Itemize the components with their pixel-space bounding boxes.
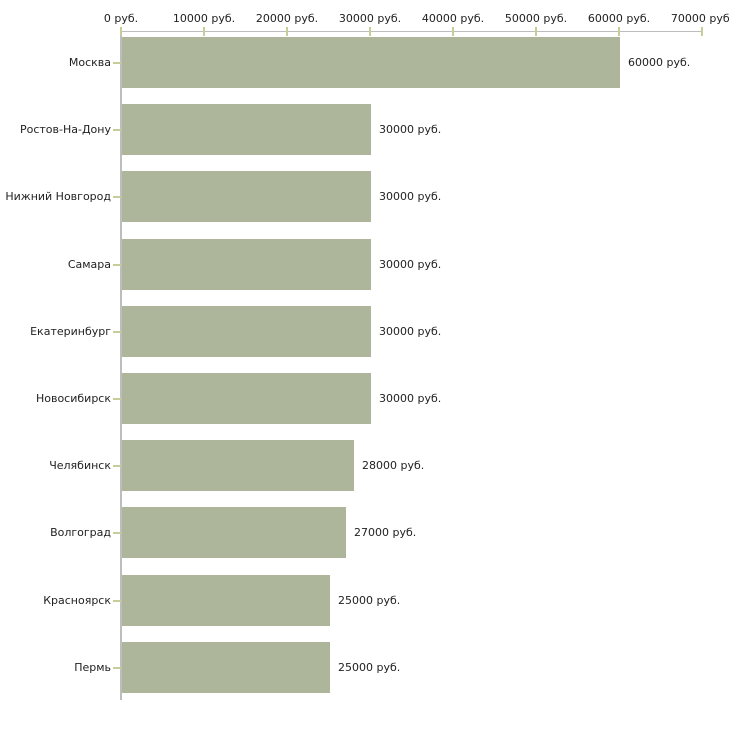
value-label: 25000 руб. (338, 660, 401, 674)
x-axis-tick-label: 30000 руб. (338, 12, 402, 25)
x-axis-tick-label: 20000 руб. (255, 12, 319, 25)
x-axis-tick-mark (286, 27, 288, 36)
x-axis-tick-label: 40000 руб. (421, 12, 485, 25)
bar-9 (122, 642, 330, 693)
value-label: 30000 руб. (379, 391, 442, 405)
x-axis-tick-label: 70000 руб. (670, 12, 730, 25)
value-label: 30000 руб. (379, 257, 442, 271)
y-axis-tick-mark (113, 263, 121, 266)
bar-5 (122, 373, 371, 424)
y-axis-tick-mark (113, 195, 121, 198)
bar-6 (122, 440, 354, 491)
x-axis-tick-mark (618, 27, 620, 36)
bar-3 (122, 239, 371, 290)
value-label: 30000 руб. (379, 122, 442, 136)
bar-2 (122, 171, 371, 222)
category-label: Самара (67, 257, 111, 271)
x-axis-tick-mark (535, 27, 537, 36)
y-axis-tick-mark (113, 531, 121, 534)
y-axis-tick-mark (113, 128, 121, 131)
value-label: 25000 руб. (338, 593, 401, 607)
value-label: 30000 руб. (379, 324, 442, 338)
category-label: Красноярск (43, 593, 111, 607)
x-axis-tick-mark (452, 27, 454, 36)
bar-8 (122, 575, 330, 626)
category-label: Екатеринбург (30, 324, 111, 338)
value-label: 60000 руб. (628, 55, 691, 69)
bar-7 (122, 507, 346, 558)
category-label: Ростов-На-Дону (19, 122, 111, 136)
value-label: 27000 руб. (354, 525, 417, 539)
x-axis-tick-label: 10000 руб. (172, 12, 236, 25)
value-label: 30000 руб. (379, 189, 442, 203)
category-label: Пермь (74, 660, 111, 674)
value-label: 28000 руб. (362, 458, 425, 472)
y-axis-tick-mark (113, 330, 121, 333)
category-label: Челябинск (49, 458, 111, 472)
bar-0 (122, 37, 620, 88)
x-axis-tick-label: 60000 руб. (587, 12, 651, 25)
y-axis-tick-mark (113, 666, 121, 669)
bar-1 (122, 104, 371, 155)
x-axis-tick-mark (203, 27, 205, 36)
y-axis-tick-mark (113, 397, 121, 400)
category-label: Москва (68, 55, 111, 69)
x-axis-tick-mark (701, 27, 703, 36)
category-label: Волгоград (50, 525, 111, 539)
x-axis-tick-mark (369, 27, 371, 36)
x-axis-tick-label: 0 руб. (103, 12, 139, 25)
x-axis-tick-label: 50000 руб. (504, 12, 568, 25)
x-axis-tick-mark (120, 27, 122, 36)
y-axis-tick-mark (113, 464, 121, 467)
x-axis-line (121, 31, 703, 32)
y-axis-tick-mark (113, 61, 121, 64)
y-axis-line (120, 31, 122, 700)
category-label: Новосибирск (35, 391, 111, 405)
category-label: Нижний Новгород (5, 189, 111, 203)
y-axis-tick-mark (113, 599, 121, 602)
bar-4 (122, 306, 371, 357)
